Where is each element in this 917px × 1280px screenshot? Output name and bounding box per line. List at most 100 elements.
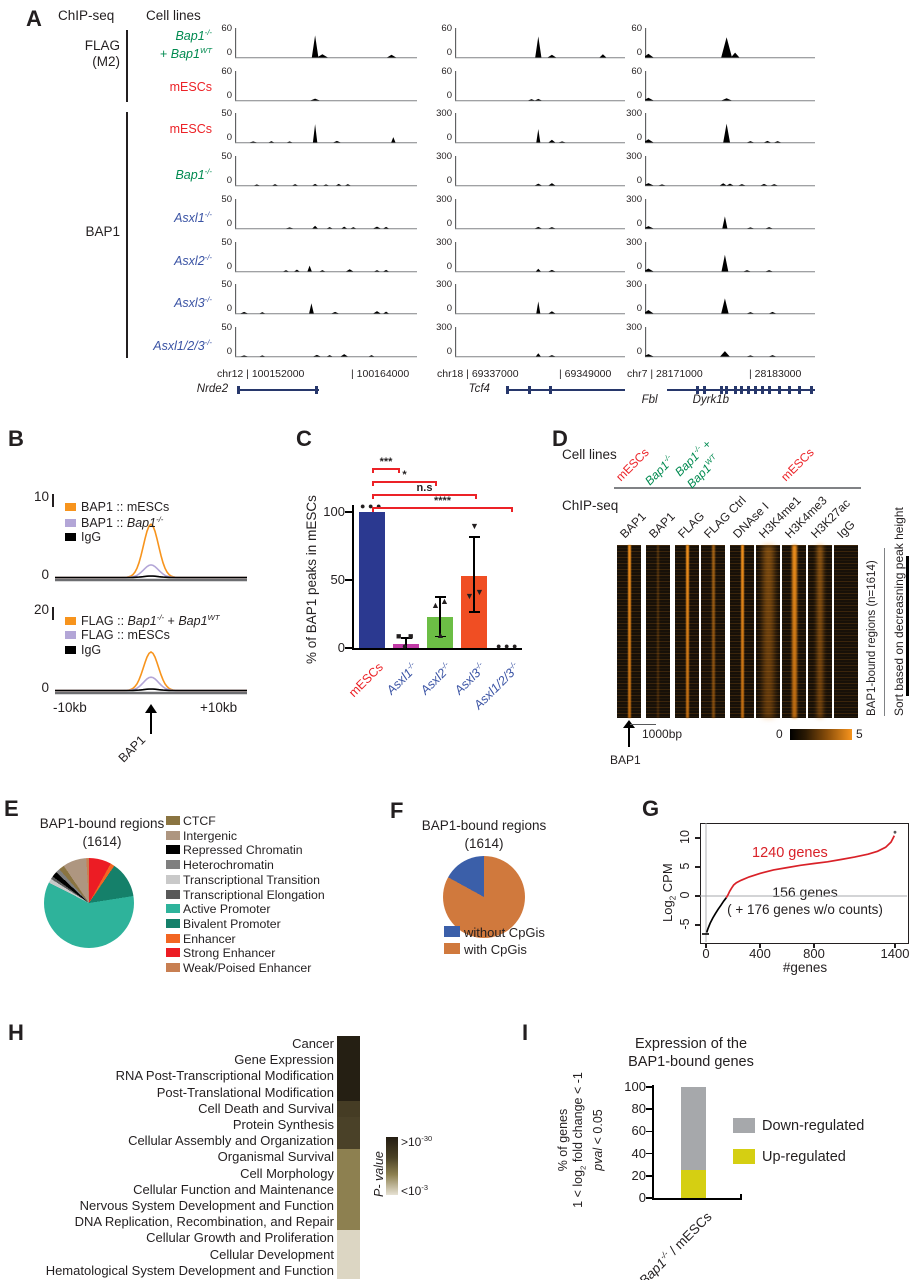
- e-legend-item: Intergenic: [166, 829, 237, 843]
- g-cpm-curve-plot: [700, 823, 907, 942]
- e-legend-item: Bivalent Promoter: [166, 917, 281, 931]
- c-sig-bracket: [372, 468, 400, 470]
- g-ytick-label: 10: [678, 830, 692, 844]
- heatmap-column: [782, 545, 806, 718]
- d-chipseq-header: ChIP-seq: [562, 498, 619, 513]
- track-ymax-label: 50: [221, 279, 232, 290]
- g-xtick-mark: [705, 943, 707, 948]
- h-category-label: Cellular Assembly and Organization: [128, 1133, 334, 1149]
- bap1-group-bracket: [126, 112, 128, 358]
- heatmap-column: [756, 545, 780, 718]
- i-ytick-label: 80: [631, 1101, 646, 1117]
- c-data-point: ●: [376, 500, 382, 511]
- track-ymax-label: 300: [436, 151, 452, 162]
- chipseq-track: [645, 242, 815, 273]
- h-category-label: Cell Death and Survival: [198, 1100, 334, 1116]
- c-data-point: ▲: [431, 600, 440, 611]
- c-data-point: ●: [402, 641, 408, 651]
- c-sig-cap: [372, 468, 374, 473]
- chipseq-track: [455, 113, 625, 144]
- d-right-label-regions: BAP1-bound regions (n=1614): [866, 560, 878, 716]
- e-legend-item: Transcriptional Transition: [166, 873, 320, 887]
- d-arrow-head: [623, 720, 635, 728]
- b-plot-ymax: 10: [33, 489, 49, 504]
- i-y-axis-label: % of genes 1 < log2 fold change < -1 pva…: [556, 1065, 606, 1215]
- chipseq-track: [455, 199, 625, 230]
- d-arrow-label: BAP1: [610, 753, 641, 767]
- c-data-point: ■: [408, 631, 414, 642]
- h-pvalue-cell: [337, 1181, 360, 1199]
- d-scale-label: 1000bp: [642, 727, 683, 741]
- i-bar-up-regulated: [681, 1170, 706, 1198]
- e-legend-item: Heterochromatin: [166, 859, 274, 872]
- chipseq-track: [645, 113, 815, 144]
- track-ymax-label: 50: [221, 322, 232, 333]
- legend-swatch: [65, 519, 76, 528]
- b-legend-item: FLAG :: Bap1-/- + Bap1WT: [65, 613, 220, 628]
- gene-exon-tick: [315, 386, 319, 394]
- f-cpg-pie: [443, 856, 525, 938]
- g-ytick-label: -5: [678, 918, 692, 930]
- g-xtick-label: 1400: [880, 946, 910, 961]
- chipseq-track: [235, 71, 417, 102]
- gene-exon-tick: [703, 386, 706, 394]
- c-sig-cap: [372, 507, 374, 512]
- chipseq-track: [645, 28, 815, 59]
- gene-name: Fbl: [641, 394, 658, 406]
- cell-line-label: mESCs: [169, 80, 212, 94]
- chipseq-track: [235, 284, 417, 315]
- heatmap-column: [675, 545, 699, 718]
- gene-exon-tick: [788, 386, 791, 394]
- genomic-coordinate-left: chr12 | 100152000: [217, 368, 305, 380]
- c-ytick-label: 50: [330, 572, 345, 587]
- cell-line-label: Asxl2-/-: [174, 253, 212, 269]
- chipseq-track: [235, 242, 417, 273]
- i-ytick-label: 20: [631, 1167, 646, 1183]
- c-sig-label: ***: [379, 456, 393, 468]
- track-zero-label: 0: [446, 346, 452, 357]
- genomic-coordinate-left: chr7 | 28171000: [627, 368, 703, 380]
- d-colorbar-min: 0: [776, 727, 783, 741]
- track-zero-label: 0: [226, 132, 232, 143]
- g-xtick-label: 400: [749, 946, 771, 961]
- heatmap-column: [834, 545, 858, 718]
- g-annotation-176-genes: ( + 176 genes w/o counts): [727, 902, 883, 917]
- chipseq-track: [455, 242, 625, 273]
- c-sig-cap: [475, 494, 477, 499]
- legend-swatch: [166, 874, 180, 884]
- track-ymax-label: 300: [626, 322, 642, 333]
- e-legend-item: Enhancer: [166, 932, 236, 946]
- cell-line-label: Asxl1/2/3-/-: [153, 338, 212, 354]
- c-error-bar: [439, 596, 441, 636]
- c-data-point: ▼: [470, 521, 479, 532]
- i-x-axis-end-tick: [740, 1194, 742, 1200]
- g-plot-box: [700, 823, 909, 944]
- c-error-cap: [434, 635, 446, 638]
- c-data-point: ■: [396, 631, 402, 642]
- g-ytick-label: 5: [678, 862, 692, 870]
- i-ytick-mark: [646, 1086, 652, 1088]
- track-ymax-label: 300: [436, 322, 452, 333]
- d-scale-bracket: [630, 724, 656, 726]
- legend-swatch: [65, 533, 76, 541]
- track-ymax-label: 300: [436, 237, 452, 248]
- track-ymax-label: 60: [441, 66, 452, 77]
- legend-swatch: [166, 948, 180, 958]
- gene-exon-tick: [798, 386, 802, 394]
- d-colorbar-max: 5: [856, 727, 863, 741]
- track-zero-label: 0: [226, 346, 232, 357]
- h-category-label: Cellular Function and Maintenance: [133, 1181, 334, 1197]
- heatmap-column: [701, 545, 725, 718]
- h-category-label: RNA Post-Transcriptional Modification: [115, 1068, 334, 1084]
- gene-name: Nrde2: [196, 383, 229, 395]
- i-y-axis: [652, 1085, 654, 1198]
- chipseq-column-label: BAP1: [646, 509, 678, 541]
- c-sig-bracket: [372, 481, 437, 483]
- c-error-bar: [405, 637, 407, 648]
- cell-line-group-underline: [672, 487, 728, 489]
- chipseq-track: [455, 327, 625, 358]
- gene-name: Tcf4: [468, 383, 490, 395]
- c-data-point: ●: [504, 641, 510, 651]
- h-pvalue-cell: [337, 1165, 360, 1182]
- b-average-profile-plot: [55, 651, 247, 695]
